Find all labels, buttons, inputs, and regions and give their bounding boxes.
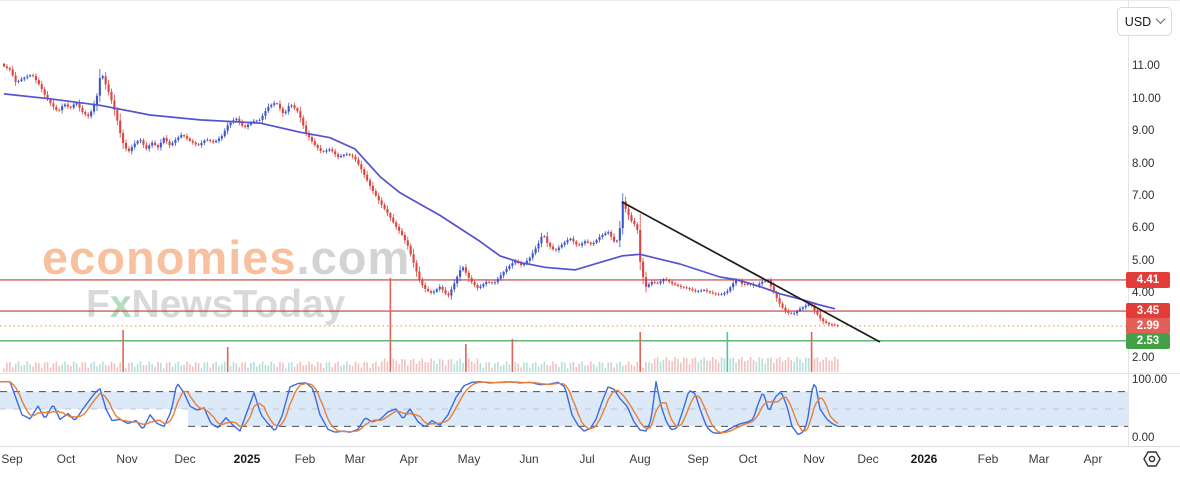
watermark-subbrand: FxNewsToday	[86, 283, 346, 326]
chevron-down-icon	[1155, 13, 1166, 24]
currency-selector-label: USD	[1124, 14, 1152, 29]
currency-selector[interactable]: USD	[1117, 7, 1172, 36]
watermark: economies.com FxNewsToday	[42, 234, 410, 324]
pane-settings-icon[interactable]	[1141, 448, 1163, 470]
watermark-brand: economies.com	[42, 231, 411, 284]
